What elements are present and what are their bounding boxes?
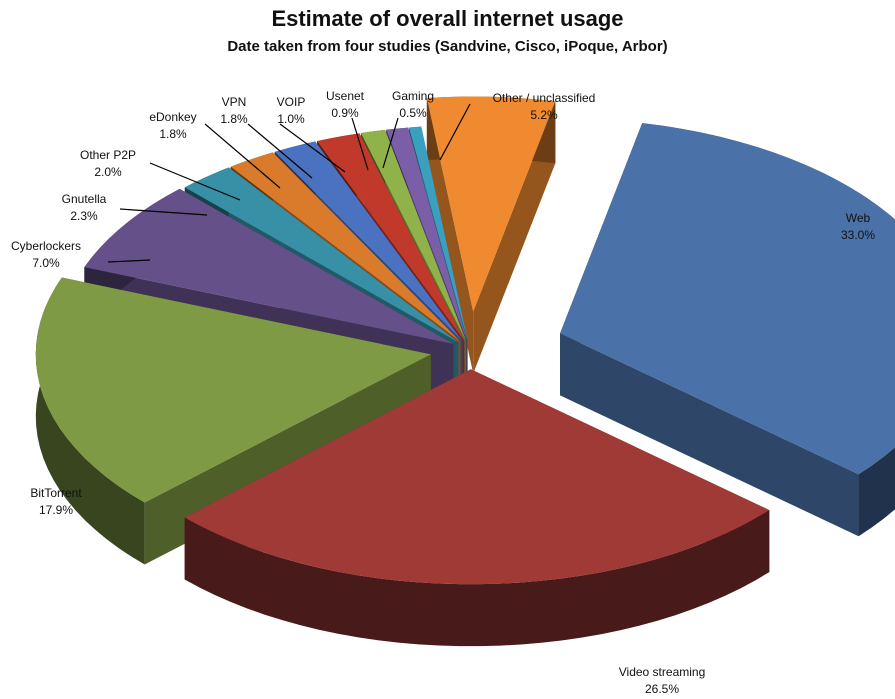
slice-label-voip: VOIP	[277, 95, 306, 109]
slice-value-usenet: 0.9%	[331, 106, 359, 120]
slice-value-vpn: 1.8%	[220, 112, 248, 126]
leader-line-edonkey	[204, 123, 281, 189]
slice-value-bittorrent: 17.9%	[39, 503, 73, 517]
slice-label-edonkey: eDonkey	[149, 110, 196, 124]
pie-slice-web	[560, 123, 895, 537]
slice-value-edonkey: 1.8%	[159, 127, 187, 141]
chart-subtitle: Date taken from four studies (Sandvine, …	[227, 38, 668, 55]
slice-value-voip: 1.0%	[277, 112, 305, 126]
slice-label-gnutella: Gnutella	[62, 192, 107, 206]
chart-title: Estimate of overall internet usage	[271, 6, 624, 31]
slice-label-web: Web	[846, 211, 871, 225]
slice-label-other-p2p: Other P2P	[80, 148, 136, 162]
slice-label-gaming: Gaming	[392, 89, 434, 103]
leader-line-cyberlockers	[107, 259, 151, 263]
pie-slice-video-streaming	[184, 369, 770, 647]
leader-line-usenet	[351, 117, 369, 171]
slice-label-video-streaming: Video streaming	[619, 665, 706, 679]
slice-value-gaming: 0.5%	[399, 106, 427, 120]
slice-value-other-unclassified: 5.2%	[530, 108, 558, 122]
leader-line-gnutella	[119, 208, 208, 216]
leader-line-vpn	[247, 123, 313, 179]
leader-line-other-unclassified	[439, 103, 471, 161]
slice-value-web: 33.0%	[841, 228, 875, 242]
pie-slice-other-unclassified	[426, 96, 556, 374]
leader-line-voip	[279, 123, 346, 173]
leader-line-other-p2p	[149, 162, 241, 201]
slice-label-other-unclassified: Other / unclassified	[493, 91, 596, 105]
slice-label-bittorrent: BitTorrent	[30, 486, 82, 500]
slice-value-video-streaming: 26.5%	[645, 682, 679, 696]
slice-value-other-p2p: 2.0%	[94, 165, 122, 179]
slice-value-cyberlockers: 7.0%	[32, 256, 60, 270]
slice-label-vpn: VPN	[222, 95, 247, 109]
slice-label-cyberlockers: Cyberlockers	[11, 239, 81, 253]
slice-label-usenet: Usenet	[326, 89, 365, 103]
leader-line-gaming	[382, 117, 399, 169]
slice-value-gnutella: 2.3%	[70, 209, 98, 223]
